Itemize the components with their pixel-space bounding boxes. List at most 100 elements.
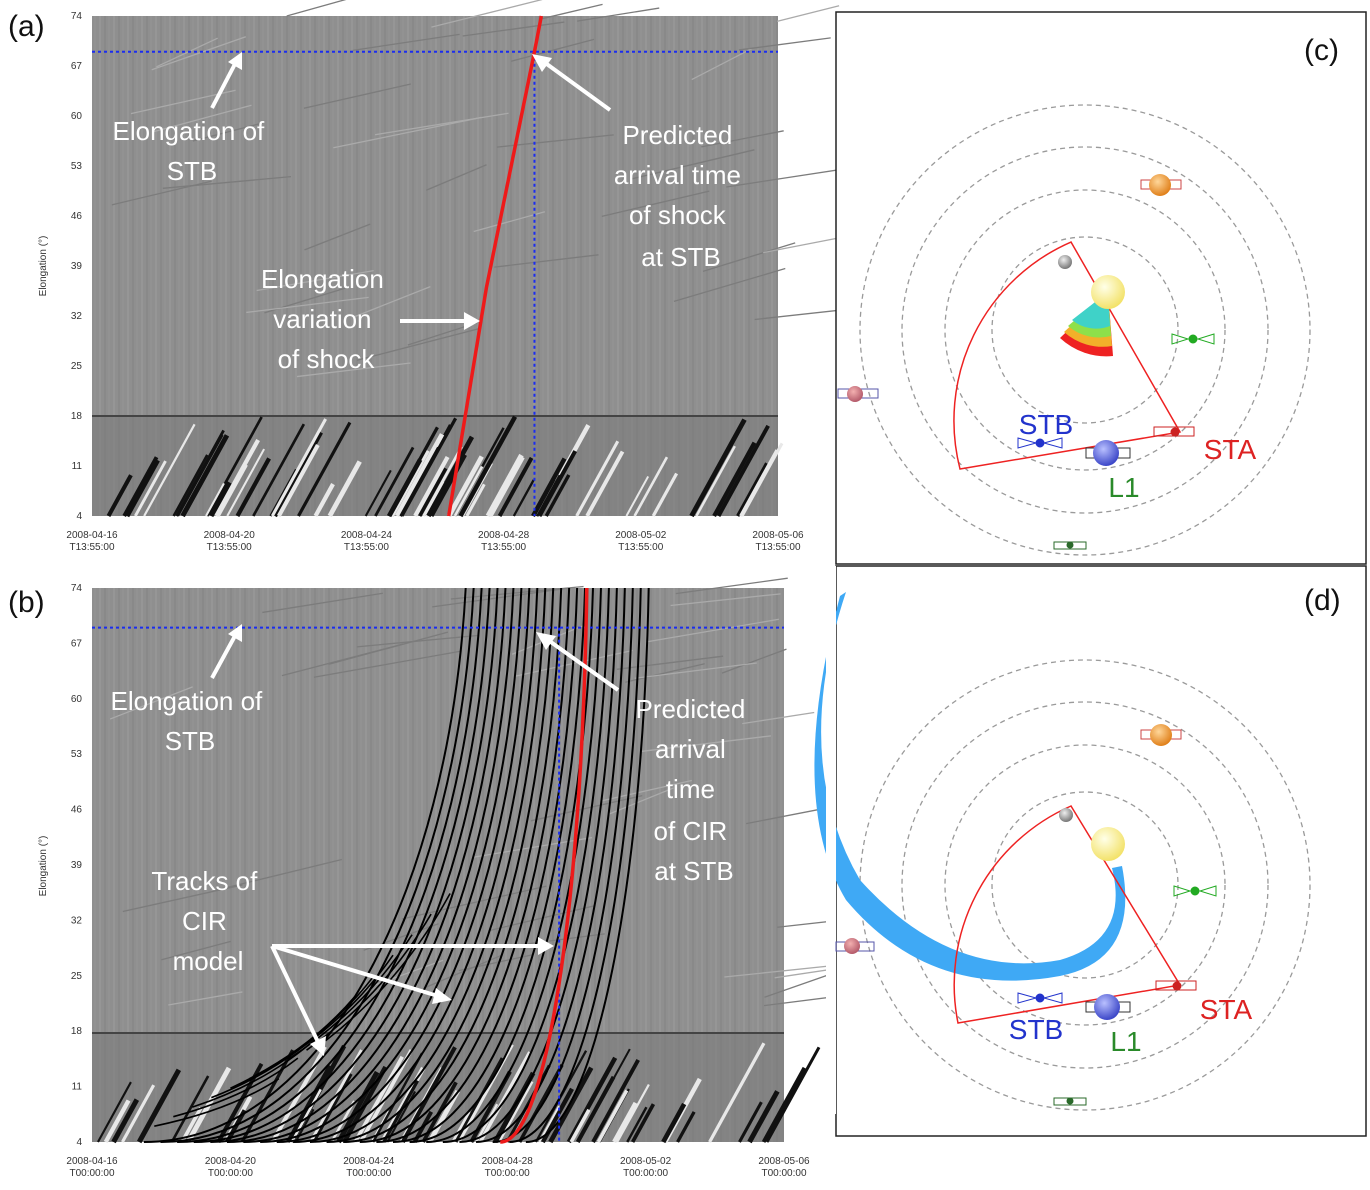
panel-d-bottom-spacecraft-icon — [1053, 1097, 1087, 1106]
y-tick-label: 11 — [72, 461, 83, 472]
panel-a-shock-variation-label: Elongation variation of shock — [261, 264, 391, 374]
y-tick-label: 25 — [71, 361, 83, 372]
faint-streak — [356, 634, 478, 648]
streak — [625, 475, 650, 517]
streak — [121, 1084, 156, 1143]
y-tick-label: 60 — [71, 694, 83, 705]
panel-c-l1-label: L1 — [1108, 472, 1139, 503]
panel-b-cir-model-tracks — [143, 587, 650, 1143]
streak — [327, 460, 362, 518]
panel-d-stb-spacecraft-icon — [1017, 992, 1063, 1004]
streak — [177, 434, 224, 517]
panel-b-arrows — [210, 624, 620, 1056]
streak — [400, 417, 458, 517]
cir-model-track — [426, 587, 602, 1143]
x-tick-time: T13:55:00 — [755, 542, 800, 553]
streak — [372, 1052, 424, 1143]
panel-d-label: (d) — [1304, 584, 1341, 617]
streak — [712, 441, 757, 517]
faint-streak — [425, 164, 487, 191]
faint-streak — [776, 5, 840, 23]
cir-model-track — [226, 587, 507, 1143]
faint-streak — [634, 662, 757, 679]
faint-streak — [721, 648, 787, 674]
streak — [475, 1103, 499, 1143]
streak — [272, 431, 323, 518]
faint-streak — [151, 36, 246, 71]
streak — [208, 481, 232, 518]
streak — [736, 462, 769, 517]
streak — [422, 446, 463, 517]
y-tick-label: 39 — [71, 261, 83, 272]
panel-b-cir-track — [500, 587, 589, 1144]
streak — [512, 479, 535, 517]
cir-model-track — [509, 587, 642, 1143]
streak — [226, 448, 266, 517]
y-tick-label: 46 — [71, 211, 83, 222]
faint-streak — [763, 235, 846, 254]
x-tick-date: 2008-04-16 — [66, 1156, 118, 1167]
panel-c-orbits — [859, 104, 1311, 556]
streak — [395, 433, 445, 518]
streak — [591, 1059, 640, 1143]
cir-model-track — [409, 587, 595, 1143]
streak — [548, 1066, 594, 1144]
faint-streak — [691, 47, 753, 81]
streak — [465, 483, 486, 517]
y-tick-label: 32 — [71, 311, 83, 322]
faint-streak — [702, 242, 796, 272]
faint-streak — [577, 7, 660, 22]
faint-streak — [746, 808, 822, 825]
streak — [631, 1103, 656, 1143]
y-tick-label: 39 — [71, 860, 83, 871]
y-tick-label: 4 — [76, 511, 82, 522]
x-tick-date: 2008-05-06 — [752, 530, 804, 541]
streak — [537, 450, 577, 517]
y-tick-label: 4 — [76, 1137, 82, 1148]
streak — [364, 469, 392, 517]
streak — [531, 457, 567, 518]
cir-model-track — [359, 587, 571, 1143]
y-tick-label: 25 — [71, 971, 83, 982]
streak — [170, 1075, 210, 1143]
panel-b-label: (b) — [8, 586, 45, 619]
cir-model-crossing — [154, 1078, 280, 1127]
faint-streak — [374, 112, 509, 136]
streak — [111, 1098, 140, 1144]
x-tick-time: T13:55:00 — [481, 542, 526, 553]
faint-streak — [601, 190, 710, 218]
x-tick-time: T13:55:00 — [69, 542, 114, 553]
panel-d-sun-icon — [1091, 827, 1125, 861]
cir-model-track — [492, 587, 634, 1143]
faint-streak — [675, 577, 788, 595]
faint-streak — [296, 362, 411, 378]
faint-streak — [639, 735, 772, 753]
streak — [478, 1051, 532, 1143]
panel-a-predicted-arrival-label: Predicted arrival time of shock at STB — [614, 120, 748, 272]
faint-streak — [742, 711, 815, 725]
faint-streak — [473, 836, 593, 858]
streak — [143, 423, 196, 517]
panel-d-pink-planet-icon — [835, 938, 875, 954]
streak — [214, 438, 260, 518]
streak — [286, 1064, 332, 1143]
streak — [313, 483, 335, 518]
cir-model-track — [260, 587, 523, 1143]
panel-b-y-ticks: 4 11 18 25 32 39 46 53 60 67 74 — [71, 583, 83, 1148]
panel-c-sta-fov — [953, 241, 1182, 470]
panel-c-sun-icon — [1091, 275, 1125, 309]
streak — [612, 1101, 638, 1144]
streak — [205, 482, 225, 517]
streak — [453, 465, 484, 517]
faint-streak — [168, 991, 243, 1006]
streak — [676, 1111, 696, 1143]
streak — [585, 450, 625, 517]
panel-d-sta-fov — [953, 805, 1182, 1024]
faint-streak — [161, 940, 231, 961]
streak — [312, 1073, 353, 1143]
panel-a-x-ticks: 2008-04-16T13:55:002008-04-20T13:55:0020… — [66, 530, 804, 553]
streak — [269, 468, 298, 517]
streak — [596, 1089, 629, 1143]
streak — [290, 1088, 322, 1143]
